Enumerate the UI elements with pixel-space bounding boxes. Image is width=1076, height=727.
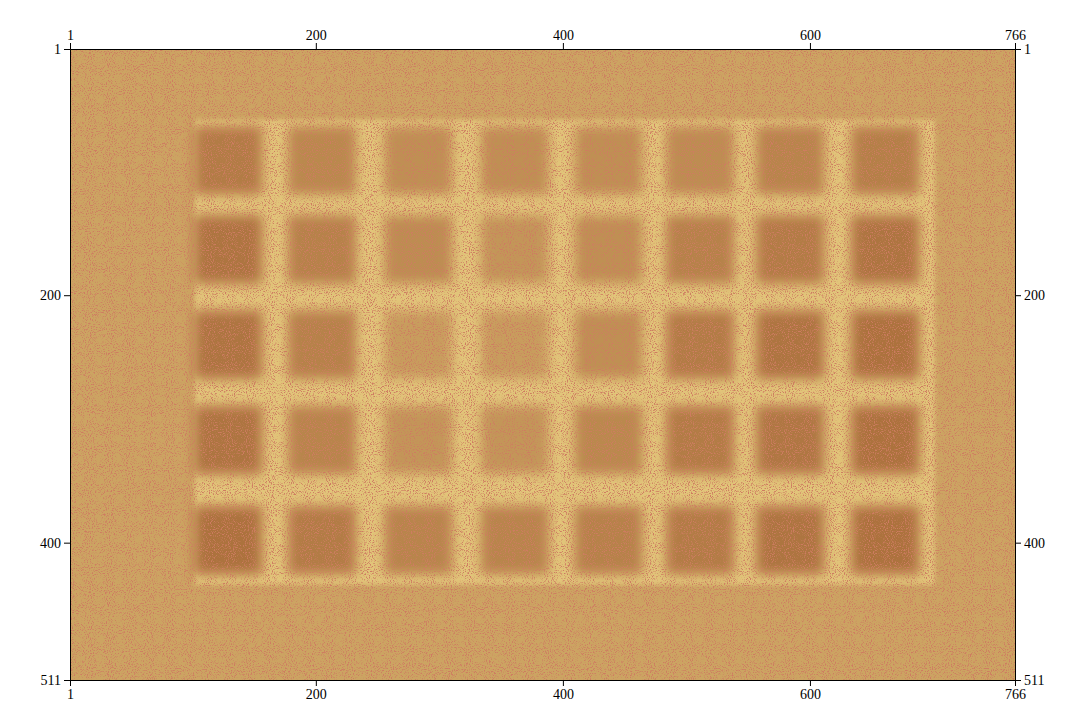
tick: 400: [553, 680, 574, 702]
tick: 400: [40, 536, 70, 551]
tick: 200: [306, 680, 327, 702]
tick-label: 1: [54, 42, 61, 57]
tick-mark: [810, 680, 811, 686]
tick-mark: [64, 295, 70, 296]
axis-line: [71, 43, 1016, 50]
tick-mark: [316, 43, 317, 49]
tick-mark: [1015, 49, 1021, 50]
tick: 600: [800, 28, 821, 49]
tick-label: 200: [306, 28, 327, 43]
tick: 766: [1005, 28, 1026, 49]
tick-mark: [563, 680, 564, 686]
tick-mark: [64, 680, 70, 681]
tick: 600: [800, 680, 821, 702]
y-axis-right: 1 200 400 511: [1015, 42, 1045, 688]
axis-line: [71, 681, 1016, 687]
tick-label: 600: [800, 28, 821, 43]
tick: 1: [1015, 42, 1031, 57]
tick: 1: [67, 28, 74, 49]
tick-label: 200: [1024, 288, 1045, 303]
x-axis-bottom: 1 200 400 600 766: [67, 680, 1026, 702]
tick-label: 511: [1024, 673, 1044, 688]
tick-label: 511: [41, 673, 61, 688]
tick-label: 200: [306, 687, 327, 702]
plot-area: [70, 49, 1015, 680]
tick-label: 400: [1024, 536, 1045, 551]
tick: 200: [40, 288, 70, 303]
tick: 511: [41, 673, 70, 688]
tick: 1: [54, 42, 70, 57]
tick-mark: [1015, 680, 1021, 681]
tick-mark: [64, 543, 70, 544]
tick: 400: [1015, 536, 1045, 551]
chart: 1200400600766120040060076612004005111200…: [0, 0, 1076, 727]
tick-label: 400: [553, 28, 574, 43]
tick-mark: [64, 49, 70, 50]
tick: 1: [67, 680, 74, 702]
tick-mark: [810, 43, 811, 49]
tick: 400: [553, 28, 574, 49]
tick-label: 400: [40, 536, 61, 551]
tick-mark: [1015, 295, 1021, 296]
tick-label: 200: [40, 288, 61, 303]
tick: 200: [306, 28, 327, 49]
axis-line: [64, 50, 71, 681]
tick-label: 600: [800, 687, 821, 702]
tick-mark: [316, 680, 317, 686]
tick-label: 766: [1005, 687, 1026, 702]
tick-mark: [70, 43, 71, 49]
y-axis-left: 1 200 400 511: [40, 42, 71, 688]
tick-mark: [563, 43, 564, 49]
tick-mark: [1015, 543, 1021, 544]
tick-label: 400: [553, 687, 574, 702]
tick-label: 1: [1024, 42, 1031, 57]
tick: 766: [1005, 680, 1026, 702]
tick-label: 766: [1005, 28, 1026, 43]
x-axis-top: 1 200 400 600 766: [67, 28, 1026, 50]
tick: 200: [1015, 288, 1045, 303]
background: [70, 49, 1015, 680]
tick: 511: [1015, 673, 1044, 688]
tick-label: 1: [67, 687, 74, 702]
tick-label: 1: [67, 28, 74, 43]
tick-mark: [1015, 43, 1016, 49]
axis-line: [1016, 50, 1022, 681]
noise-texture: [70, 49, 1015, 680]
